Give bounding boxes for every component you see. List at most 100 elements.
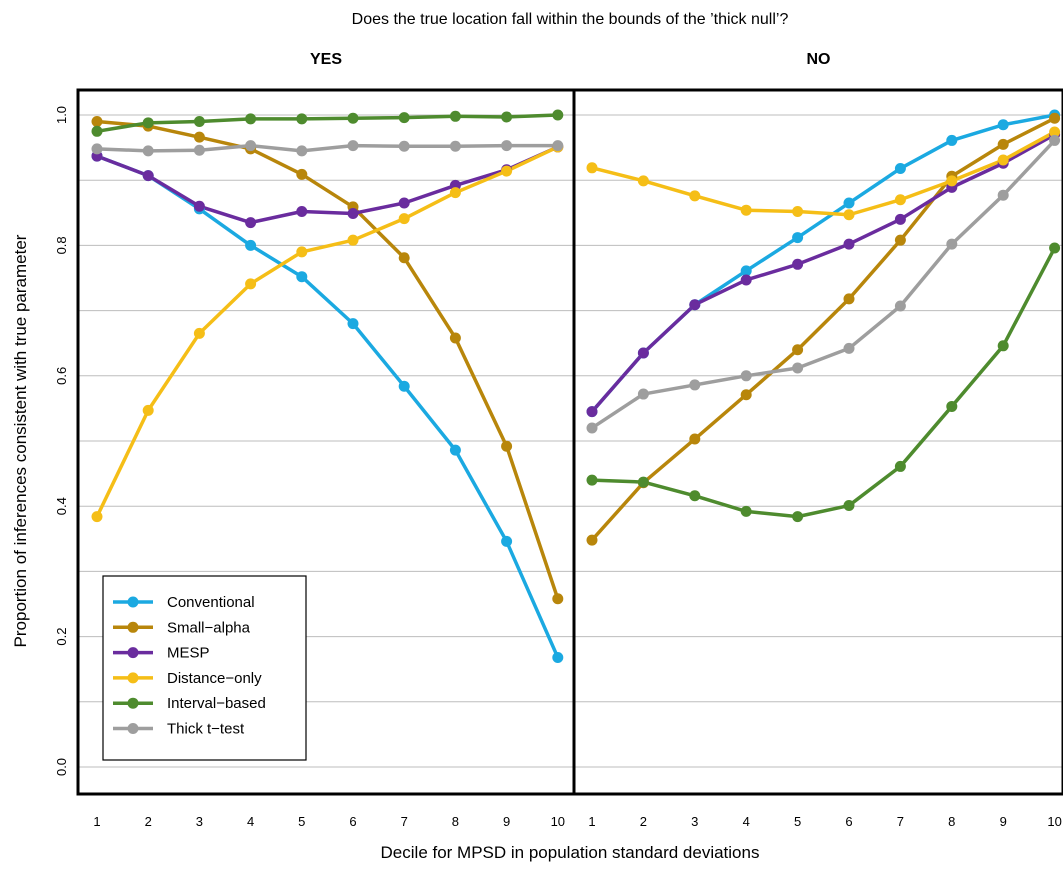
data-point [894, 460, 906, 472]
y-tick-label: 0.4 [54, 497, 69, 515]
data-point [689, 190, 701, 202]
x-tick-label: 7 [897, 814, 904, 829]
x-tick-label: 8 [948, 814, 955, 829]
legend-swatch-point [127, 596, 139, 608]
data-point [792, 511, 804, 523]
data-point [946, 400, 958, 412]
plot-area: 0.0 0.2 0.4 0.6 0.8 1.0 YES 1 2 3 4 5 6 7 8 9 10 NO 1 2 3 4 5 6… [54, 51, 1063, 829]
data-point [997, 119, 1009, 131]
data-point [637, 388, 649, 400]
data-point [894, 300, 906, 312]
legend-swatch-point [127, 697, 139, 709]
x-tick-label: 7 [401, 814, 408, 829]
data-point [637, 347, 649, 359]
data-point [142, 145, 154, 157]
data-point [398, 213, 410, 225]
data-point [843, 293, 855, 305]
y-tick-label: 0.8 [54, 236, 69, 254]
legend-swatch-point [127, 621, 139, 633]
data-point [740, 389, 752, 401]
data-point [245, 113, 257, 125]
chart-title: Does the true location fall within the b… [352, 11, 789, 28]
data-point [552, 140, 564, 152]
panel-no: NO 1 2 3 4 5 6 7 8 9 10 [586, 51, 1062, 829]
data-point [1049, 126, 1061, 138]
legend-label: MESP [167, 645, 210, 662]
series-line-interval-based [590, 246, 1057, 519]
panel-frame [572, 88, 1063, 796]
data-point [997, 189, 1009, 201]
data-point [637, 175, 649, 187]
legend-swatch-point [127, 647, 139, 659]
data-point [894, 162, 906, 174]
legend-swatch-point [127, 723, 139, 734]
series-line-small-alpha [95, 119, 560, 601]
legend: Conventional Small−alpha MESP Distance−only… [102, 575, 307, 761]
data-point [586, 422, 598, 434]
data-point [689, 433, 701, 445]
data-point [894, 234, 906, 246]
data-point [740, 204, 752, 216]
data-point [843, 209, 855, 221]
data-point [997, 340, 1009, 352]
data-point [347, 318, 359, 330]
x-axis-title: Decile for MPSD in population standard d… [381, 843, 760, 862]
x-tick-label: 6 [349, 814, 356, 829]
data-point [296, 271, 308, 283]
x-tick-label: 10 [551, 814, 565, 829]
series-line-distance-only [95, 145, 560, 519]
x-tick-label: 10 [1047, 814, 1061, 829]
panel-title: YES [310, 51, 342, 68]
data-point [449, 140, 461, 152]
data-point [740, 274, 752, 286]
data-point [193, 116, 205, 128]
data-point [91, 143, 103, 155]
data-point [449, 332, 461, 344]
data-point [296, 168, 308, 180]
legend-label: Thick t−test [167, 721, 245, 738]
y-tick-label: 1.0 [54, 106, 69, 124]
data-point [740, 370, 752, 382]
data-point [1049, 112, 1061, 124]
series-line-thick-t-test [590, 138, 1057, 430]
data-point [449, 187, 461, 199]
data-point [740, 265, 752, 277]
data-point [296, 145, 308, 157]
x-tick-label: 2 [640, 814, 647, 829]
y-tick-label: 0.2 [54, 628, 69, 646]
data-point [586, 534, 598, 546]
legend-label: Interval−based [167, 695, 266, 712]
data-point [193, 131, 205, 143]
x-tick-label: 4 [743, 814, 750, 829]
data-point [946, 175, 958, 187]
data-point [398, 112, 410, 124]
data-point [894, 213, 906, 225]
x-tick-label: 5 [794, 814, 801, 829]
data-point [398, 252, 410, 264]
data-point [347, 140, 359, 152]
data-point [552, 593, 564, 605]
data-point [586, 406, 598, 418]
data-point [347, 207, 359, 219]
x-tick-label: 1 [93, 814, 100, 829]
x-tick-label: 9 [503, 814, 510, 829]
data-point [740, 505, 752, 517]
data-point [792, 205, 804, 217]
x-tick-label: 8 [452, 814, 459, 829]
data-point [296, 246, 308, 258]
data-point [843, 500, 855, 512]
data-point [1049, 134, 1061, 146]
data-point [347, 112, 359, 124]
series-line-distance-only [590, 130, 1057, 217]
data-point [142, 170, 154, 182]
data-point [843, 238, 855, 250]
data-point [296, 205, 308, 217]
data-point [637, 476, 649, 488]
data-point [245, 140, 257, 152]
data-point [946, 238, 958, 250]
y-axis-title: Proportion of inferences consistent with… [11, 234, 30, 647]
x-tick-label: 4 [247, 814, 254, 829]
data-point [997, 154, 1009, 166]
data-point [449, 110, 461, 122]
